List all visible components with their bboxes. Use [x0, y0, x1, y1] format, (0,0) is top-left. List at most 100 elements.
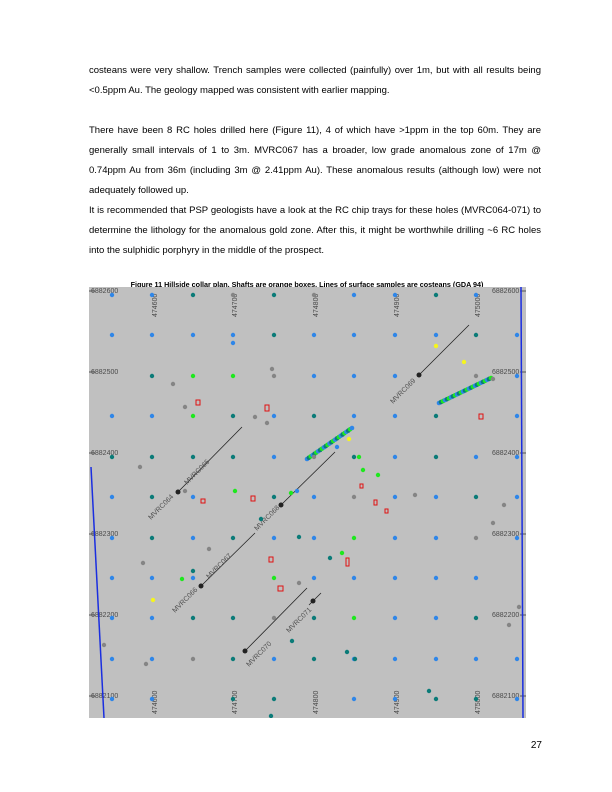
grid-ticks — [89, 290, 526, 697]
tenement-boundary — [90, 287, 524, 718]
sample-point — [230, 340, 236, 346]
shaft-box — [478, 413, 484, 420]
sample-point — [109, 615, 115, 621]
sample-point — [190, 332, 196, 338]
sample-point — [351, 454, 357, 460]
sample-point — [230, 292, 236, 298]
sample-point — [269, 366, 275, 372]
sample-point — [182, 404, 188, 410]
northing-label: 6882300 — [91, 531, 118, 538]
sample-point — [190, 656, 196, 662]
sample-point — [149, 615, 155, 621]
northing-label: 6882600 — [91, 288, 118, 295]
sample-points — [101, 292, 522, 718]
easting-label: 474900 — [394, 294, 401, 317]
sample-point — [392, 413, 398, 419]
sample-point — [140, 560, 146, 566]
shaft-box — [264, 404, 270, 412]
shaft-box — [268, 556, 274, 563]
sample-point — [206, 546, 212, 552]
sample-point — [271, 292, 277, 298]
paragraph-1: costeans were very shallow. Trench sampl… — [89, 65, 541, 96]
sample-point — [252, 414, 258, 420]
sample-point — [230, 696, 236, 702]
sample-point — [230, 454, 236, 460]
sample-point — [473, 332, 479, 338]
sample-point — [311, 332, 317, 338]
sample-point — [230, 413, 236, 419]
sample-point — [327, 555, 333, 561]
sample-point — [311, 615, 317, 621]
sample-point — [514, 535, 520, 541]
northing-label: 6882300 — [492, 531, 519, 538]
easting-label: 474600 — [152, 691, 159, 714]
sample-point — [271, 615, 277, 621]
sample-point — [268, 713, 274, 718]
sample-point — [351, 373, 357, 379]
sample-point — [271, 413, 277, 419]
shaft-box — [384, 508, 389, 514]
sample-point — [412, 492, 418, 498]
sample-point — [190, 292, 196, 298]
sample-point — [334, 444, 340, 450]
shaft-box — [277, 585, 284, 592]
sample-point — [433, 292, 439, 298]
sample-point — [392, 454, 398, 460]
sample-point — [392, 494, 398, 500]
sample-point — [311, 292, 317, 298]
drill-hole-traces — [177, 324, 470, 652]
costean-samples — [304, 375, 494, 462]
sample-point — [170, 381, 176, 387]
sample-point — [149, 413, 155, 419]
sample-point — [351, 292, 357, 298]
sample-point — [375, 472, 381, 478]
paragraph-2: There have been 8 RC holes drilled here … — [89, 125, 541, 196]
sample-point — [109, 413, 115, 419]
easting-label: 474900 — [394, 691, 401, 714]
sample-point — [311, 656, 317, 662]
sample-point — [264, 420, 270, 426]
hole-label-mvrc067: MVRC067 — [205, 553, 233, 581]
sample-point — [473, 696, 479, 702]
sample-point — [392, 332, 398, 338]
sample-point — [473, 535, 479, 541]
sample-point — [514, 373, 520, 379]
hole-label-mvrc068: MVRC068 — [253, 505, 281, 533]
northing-labels-left: 6882600 6882500 6882400 6882300 6882200 … — [91, 288, 118, 700]
northing-label: 6882400 — [91, 450, 118, 457]
sample-point — [149, 454, 155, 460]
sample-point — [294, 488, 300, 494]
easting-label: 475000 — [475, 294, 482, 317]
sample-point — [339, 550, 345, 556]
sample-point — [351, 494, 357, 500]
sample-point — [271, 575, 277, 581]
northing-label: 6882600 — [492, 288, 519, 295]
paragraph-3: It is recommended that PSP geologists ha… — [89, 205, 541, 256]
sample-point — [351, 413, 357, 419]
sample-point — [101, 642, 107, 648]
sample-point — [473, 373, 479, 379]
sample-point — [473, 292, 479, 298]
sample-point — [230, 656, 236, 662]
sample-point — [473, 615, 479, 621]
sample-point — [311, 413, 317, 419]
sample-point — [433, 575, 439, 581]
northing-label: 6882200 — [492, 612, 519, 619]
hole-label-mvrc065: MVRC065 — [183, 459, 211, 487]
hole-label-mvrc071: MVRC071 — [285, 607, 313, 635]
sample-point — [190, 568, 196, 574]
sample-point — [501, 502, 507, 508]
sample-point — [433, 332, 439, 338]
sample-point — [344, 649, 350, 655]
sample-point — [258, 516, 264, 522]
sample-point — [426, 688, 432, 694]
sample-point — [351, 575, 357, 581]
sample-point — [288, 490, 294, 496]
sample-point — [190, 413, 196, 419]
northing-label: 6882500 — [492, 369, 519, 376]
sample-point — [392, 535, 398, 541]
sample-point — [190, 535, 196, 541]
sample-point — [514, 656, 520, 662]
sample-point — [311, 494, 317, 500]
sample-point — [109, 696, 115, 702]
